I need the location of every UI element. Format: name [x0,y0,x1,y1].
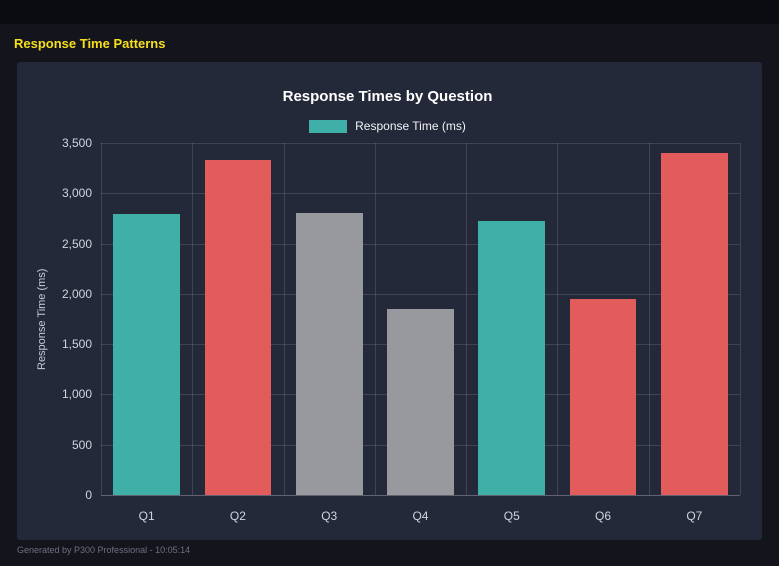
y-tick-label: 500 [71,437,92,452]
gridline-vertical [557,143,559,495]
y-tick-label: 1,500 [61,337,92,352]
x-tick-label-q3: Q3 [321,509,338,523]
gridline-vertical [283,143,285,495]
bar-q5[interactable] [478,220,546,495]
gridline-vertical [101,143,102,495]
gridline-horizontal [101,143,740,144]
bar-column-q1 [101,143,192,495]
y-tick-label: 0 [85,488,92,502]
bars-layer [101,143,740,495]
x-tick-label-q7: Q7 [686,509,703,523]
x-tick-label-q1: Q1 [138,509,155,523]
gridline-vertical [466,143,468,495]
chart-area: Response Time (ms) 0 500 1,000 1,500 2,000 2,… [31,136,744,523]
y-tick-label: 1,000 [61,387,92,402]
gridline-vertical [648,143,650,495]
y-tick-label: 2,500 [61,236,92,251]
x-tick-label-q6: Q6 [595,509,612,523]
bar-column-q3 [284,143,375,495]
bar-column-q7 [649,143,740,495]
gridline-vertical [740,143,741,495]
bar-q6[interactable] [569,298,637,495]
y-tick-label: 3,500 [61,136,92,150]
bar-column-q6 [557,143,648,495]
chart-panel: Response Times by Question Response Time… [17,62,762,540]
gridline-vertical [374,143,376,495]
bar-q4[interactable] [387,309,454,495]
plot-column: 0 500 1,000 1,500 2,000 2,500 3,000 3,500 Q1 Q2 Q… [53,136,744,523]
y-axis-label: Response Time (ms) [36,268,48,370]
plot-area: 0 500 1,000 1,500 2,000 2,500 3,000 3,500 [62,136,741,502]
x-tick-label-q2: Q2 [229,509,246,523]
footer-text: Generated by P300 Professional - 10:05:1… [17,545,191,555]
y-tick-label: 3,000 [61,186,92,201]
gridline-horizontal [101,495,740,496]
gridline-horizontal [101,293,740,295]
x-tick-label-q4: Q4 [412,509,429,523]
legend-swatch-icon [309,119,348,133]
y-tick-label: 2,000 [61,286,92,301]
bar-q2[interactable] [204,160,272,495]
chart-title: Response Times by Question [282,88,493,105]
legend-label: Response Time (ms) [355,119,466,133]
bar-q1[interactable] [113,214,180,495]
bar-column-q5 [466,143,557,495]
x-tick-label-q5: Q5 [503,509,520,523]
gridline-vertical [192,143,194,495]
top-strip [0,0,779,24]
bar-q7[interactable] [661,153,728,495]
page-title: Response Time Patterns [14,36,166,51]
chart-legend[interactable]: Response Time (ms) [31,119,744,133]
gridline-horizontal [101,193,740,195]
x-axis-labels: Q1 Q2 Q3 Q4 Q5 Q6 Q7 [101,509,740,523]
gridline-horizontal [101,243,740,245]
bar-q3[interactable] [295,213,363,495]
bar-column-q4 [375,143,466,495]
bar-column-q2 [192,143,283,495]
